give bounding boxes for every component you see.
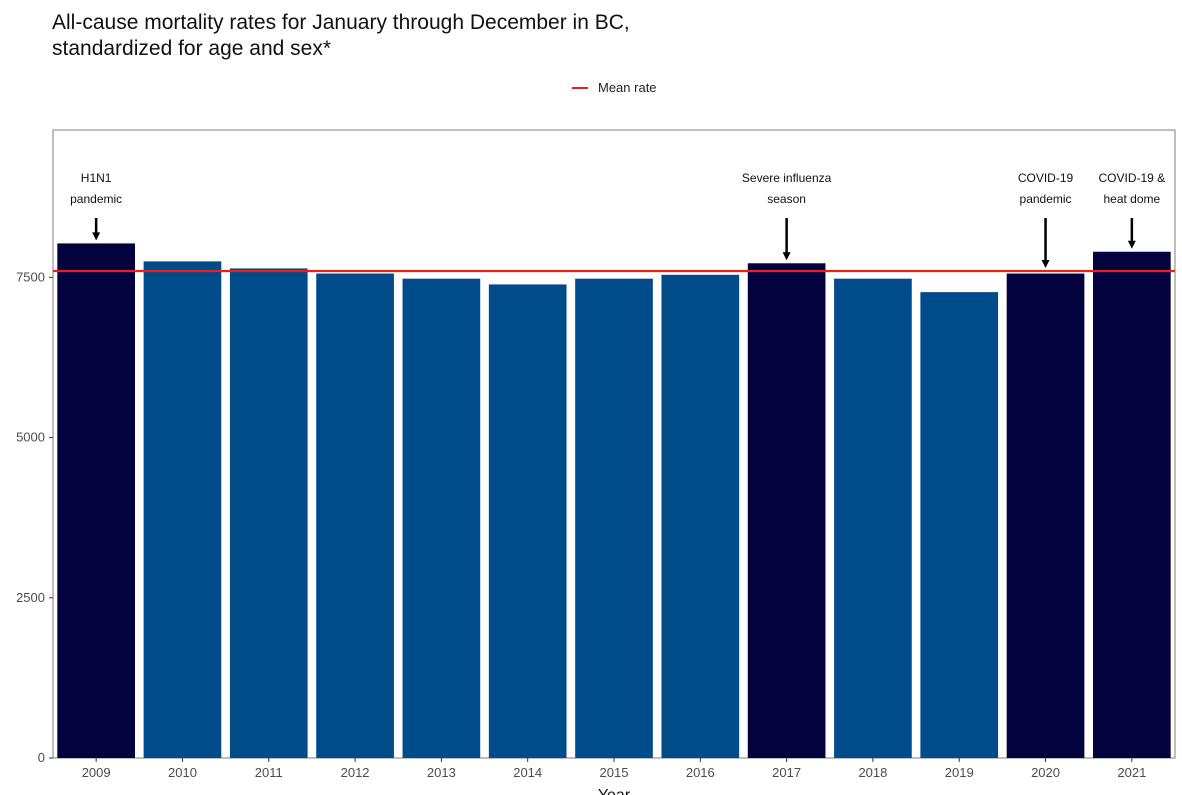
bar-2012 bbox=[316, 273, 394, 758]
bar-2011 bbox=[229, 268, 308, 758]
x-tick-label-2021: 2021 bbox=[1117, 765, 1146, 780]
bar-2021 bbox=[1093, 251, 1171, 758]
x-tick-label-2009: 2009 bbox=[82, 765, 111, 780]
annotation-arrowhead-2021 bbox=[1127, 240, 1136, 249]
bar-2014 bbox=[488, 284, 567, 758]
mean-rate-legend-swatch bbox=[572, 86, 588, 89]
x-tick-label-2012: 2012 bbox=[341, 765, 370, 780]
annotation-2020-line-1: COVID-19 bbox=[1018, 171, 1074, 185]
annotation-2021-line-2: heat dome bbox=[1103, 192, 1160, 206]
bar-2018 bbox=[834, 278, 912, 758]
x-tick-label-2014: 2014 bbox=[513, 765, 542, 780]
annotation-arrowhead-2009 bbox=[92, 232, 101, 241]
annotation-arrowhead-2020 bbox=[1041, 259, 1050, 268]
annotation-2017-line-1: Severe influenza bbox=[742, 171, 832, 185]
y-tick-label: 0 bbox=[38, 750, 45, 765]
annotation-2009-line-2: pandemic bbox=[70, 192, 122, 206]
annotation-2020-line-2: pandemic bbox=[1020, 192, 1072, 206]
bar-2010 bbox=[143, 261, 222, 758]
x-tick-label-2013: 2013 bbox=[427, 765, 456, 780]
y-tick-label: 7500 bbox=[16, 269, 45, 284]
bar-2009 bbox=[57, 243, 135, 758]
y-tick-label: 5000 bbox=[16, 430, 45, 445]
annotation-2017-line-2: season bbox=[767, 192, 806, 206]
x-tick-label-2011: 2011 bbox=[255, 765, 283, 780]
annotation-2009-line-1: H1N1 bbox=[81, 171, 112, 185]
y-tick-label: 2500 bbox=[16, 590, 45, 605]
x-axis-title: Year bbox=[598, 787, 631, 795]
chart-title: All-cause mortality rates for January th… bbox=[52, 10, 630, 62]
bar-2016 bbox=[661, 274, 740, 758]
bar-2013 bbox=[402, 278, 481, 758]
bar-2015 bbox=[575, 278, 653, 758]
annotation-2021-line-1: COVID-19 & bbox=[1099, 171, 1166, 185]
x-tick-label-2020: 2020 bbox=[1031, 765, 1060, 780]
annotation-arrowhead-2017 bbox=[782, 252, 791, 261]
legend: Mean rate bbox=[572, 80, 657, 95]
x-tick-label-2015: 2015 bbox=[600, 765, 629, 780]
bar-2020 bbox=[1006, 273, 1085, 758]
chart-title-line-2: standardized for age and sex* bbox=[52, 37, 332, 60]
chart-title-line-1: All-cause mortality rates for January th… bbox=[52, 11, 630, 34]
x-tick-label-2019: 2019 bbox=[945, 765, 974, 780]
legend-label-mean-rate: Mean rate bbox=[598, 80, 657, 95]
x-tick-label-2017: 2017 bbox=[772, 765, 801, 780]
bar-2019 bbox=[920, 292, 999, 758]
x-tick-label-2018: 2018 bbox=[858, 765, 887, 780]
x-tick-label-2016: 2016 bbox=[686, 765, 715, 780]
x-tick-label-2010: 2010 bbox=[168, 765, 197, 780]
bar-2017 bbox=[747, 263, 826, 758]
